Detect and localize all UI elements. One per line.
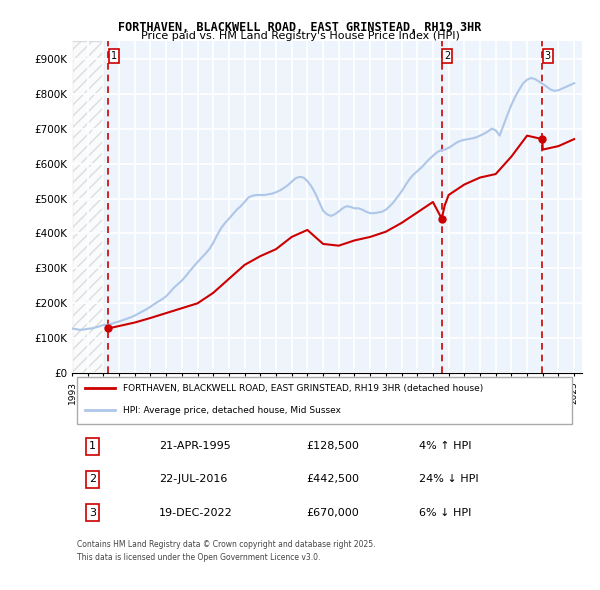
Text: 1: 1	[89, 441, 96, 451]
Text: 3: 3	[89, 507, 96, 517]
Bar	[72, 41, 103, 373]
Text: 3: 3	[545, 51, 551, 61]
Text: 6% ↓ HPI: 6% ↓ HPI	[419, 507, 471, 517]
Text: 21-APR-1995: 21-APR-1995	[158, 441, 230, 451]
Text: £442,500: £442,500	[307, 474, 359, 484]
Text: FORTHAVEN, BLACKWELL ROAD, EAST GRINSTEAD, RH19 3HR: FORTHAVEN, BLACKWELL ROAD, EAST GRINSTEA…	[118, 21, 482, 34]
FancyBboxPatch shape	[77, 377, 572, 424]
Text: £128,500: £128,500	[307, 441, 359, 451]
Text: 1: 1	[110, 51, 117, 61]
Text: Price paid vs. HM Land Registry's House Price Index (HPI): Price paid vs. HM Land Registry's House …	[140, 31, 460, 41]
Text: £670,000: £670,000	[307, 507, 359, 517]
Text: FORTHAVEN, BLACKWELL ROAD, EAST GRINSTEAD, RH19 3HR (detached house): FORTHAVEN, BLACKWELL ROAD, EAST GRINSTEA…	[123, 384, 483, 392]
Text: 22-JUL-2016: 22-JUL-2016	[158, 474, 227, 484]
Text: 2: 2	[444, 51, 451, 61]
Text: Contains HM Land Registry data © Crown copyright and database right 2025.
This d: Contains HM Land Registry data © Crown c…	[77, 540, 376, 562]
Text: 19-DEC-2022: 19-DEC-2022	[158, 507, 232, 517]
Text: HPI: Average price, detached house, Mid Sussex: HPI: Average price, detached house, Mid …	[123, 406, 341, 415]
Text: 24% ↓ HPI: 24% ↓ HPI	[419, 474, 478, 484]
Text: 4% ↑ HPI: 4% ↑ HPI	[419, 441, 472, 451]
Text: 2: 2	[89, 474, 96, 484]
